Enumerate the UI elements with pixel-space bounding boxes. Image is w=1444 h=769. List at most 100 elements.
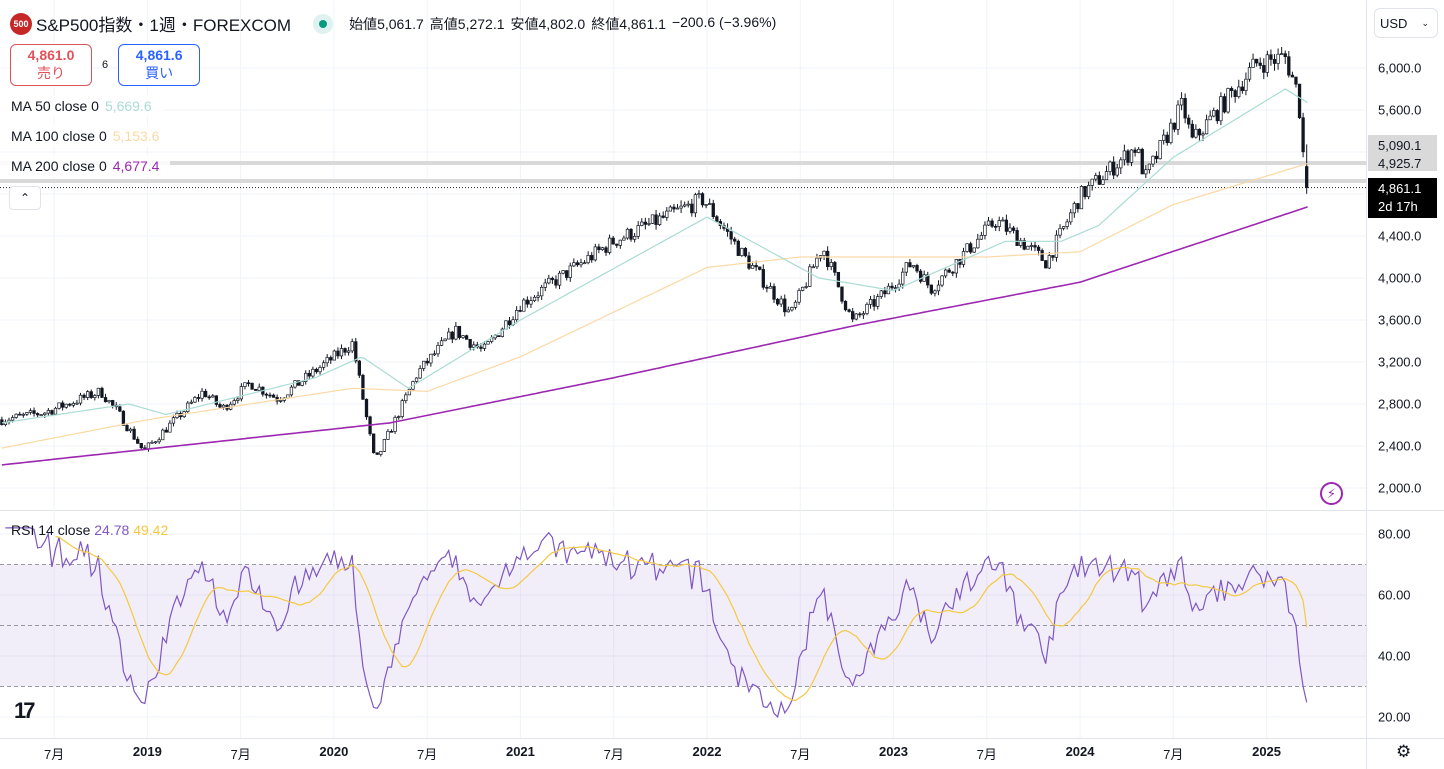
low-label: 安値	[510, 15, 539, 32]
candle-up	[797, 290, 801, 303]
candle-up	[632, 235, 637, 240]
collapse-legend-button[interactable]: ⌃	[9, 186, 41, 210]
ma50-legend[interactable]: MA 50 close 0 5,669.6	[0, 95, 163, 117]
time-tick-label: 2020	[319, 744, 349, 759]
candle-up	[1276, 53, 1280, 64]
candle-up	[954, 259, 959, 274]
candle-up	[243, 382, 247, 387]
candle-up	[400, 400, 404, 417]
candle-up	[443, 338, 447, 342]
lightning-icon[interactable]: ⚡	[1320, 482, 1343, 505]
rsi-tick-label: 20.00	[1378, 709, 1411, 725]
candle-down	[1215, 110, 1219, 122]
open-value: 5,061.7	[377, 15, 424, 32]
rsi-ma-value: 49.42	[133, 522, 169, 538]
candle-up	[815, 257, 819, 268]
candle-down	[250, 382, 254, 390]
sell-button[interactable]: 4,861.0 売り	[10, 44, 92, 86]
price-tick-label: 3,200.0	[1378, 354, 1422, 370]
candle-down	[254, 388, 258, 391]
price-tick-label: 2,800.0	[1378, 396, 1422, 412]
candle-down	[89, 391, 93, 398]
candle-up	[1169, 122, 1173, 144]
candle-down	[1044, 260, 1048, 269]
candle-down	[597, 246, 601, 251]
candle-down	[111, 400, 115, 406]
candle-up	[25, 412, 29, 415]
candle-up	[325, 357, 329, 364]
candle-down	[590, 255, 594, 261]
candle-up	[657, 215, 662, 225]
settings-icon[interactable]: ⚙	[1396, 742, 1412, 761]
candle-down	[918, 270, 923, 282]
candle-down	[550, 277, 555, 280]
candle-up	[933, 290, 937, 294]
candle-down	[872, 299, 876, 307]
candle-up	[800, 286, 805, 291]
symbol-logo: 500	[10, 12, 32, 35]
currency-select[interactable]: USD ⌄	[1374, 8, 1438, 38]
ma200-line	[1, 206, 1308, 466]
rsi-legend[interactable]: RSI 14 close 24.78 49.42	[11, 522, 168, 538]
candle-down	[1269, 54, 1273, 60]
candle-down	[1240, 86, 1244, 91]
candle-up	[1079, 186, 1084, 210]
candle-up	[1201, 133, 1205, 136]
candle-up	[1137, 148, 1141, 153]
symbol-title[interactable]: S&P500指数・1週・FOREXCOM	[36, 16, 292, 35]
candle-down	[990, 220, 994, 227]
candle-down	[375, 452, 379, 455]
ma50-price-line	[0, 179, 1366, 183]
tradingview-logo[interactable]: 17	[14, 698, 36, 723]
candle-up	[236, 398, 240, 401]
candle-up	[768, 286, 773, 289]
candle-up	[1090, 178, 1094, 186]
time-tick-label: 2021	[505, 744, 535, 759]
price-tick-label: 2,000.0	[1378, 480, 1422, 496]
chevron-down-icon: ⌄	[1421, 17, 1429, 28]
ma200-value: 4,677.4	[112, 158, 160, 174]
candle-up	[543, 282, 547, 288]
candle-down	[125, 425, 129, 432]
candle-down	[68, 403, 72, 406]
candle-up	[1147, 163, 1152, 171]
candle-down	[1172, 122, 1177, 130]
candle-down	[132, 428, 136, 440]
candle-down	[103, 397, 108, 403]
candle-down	[464, 335, 469, 340]
candle-up	[1280, 53, 1284, 56]
sell-price: 4,861.0	[27, 47, 75, 63]
candle-up	[1061, 226, 1066, 229]
candle-down	[994, 225, 998, 228]
candle-down	[843, 300, 848, 311]
candle-up	[10, 417, 15, 421]
candle-up	[232, 400, 236, 405]
candle-down	[18, 413, 22, 416]
candle-up	[1119, 159, 1123, 169]
candle-down	[1294, 76, 1298, 85]
candle-down	[371, 433, 376, 454]
candle-down	[361, 374, 365, 400]
candle-down	[139, 443, 143, 449]
ma200-legend[interactable]: MA 200 close 0 4,677.4	[0, 155, 171, 177]
candle-up	[78, 394, 83, 404]
candle-down	[364, 398, 369, 418]
buy-button[interactable]: 4,861.6 買い	[118, 44, 201, 86]
candle-down	[761, 269, 765, 288]
candle-down	[951, 271, 955, 274]
candle-up	[1072, 203, 1076, 214]
candle-up	[1094, 175, 1098, 180]
candle-up	[1162, 134, 1166, 141]
candle-down	[672, 206, 676, 210]
candle-up	[153, 441, 158, 444]
ma100-price-tag: 5,090.1	[1378, 138, 1422, 153]
trade-buttons: 4,861.0 売り 6 4,861.6 買い	[10, 44, 201, 86]
candle-up	[1029, 245, 1034, 247]
ma100-legend[interactable]: MA 100 close 0 5,153.6	[0, 125, 171, 147]
time-tick-label: 2025	[1252, 744, 1282, 759]
candle-down	[833, 262, 837, 273]
candle-up	[1208, 115, 1212, 121]
candle-up	[71, 403, 76, 406]
candle-down	[858, 313, 862, 316]
